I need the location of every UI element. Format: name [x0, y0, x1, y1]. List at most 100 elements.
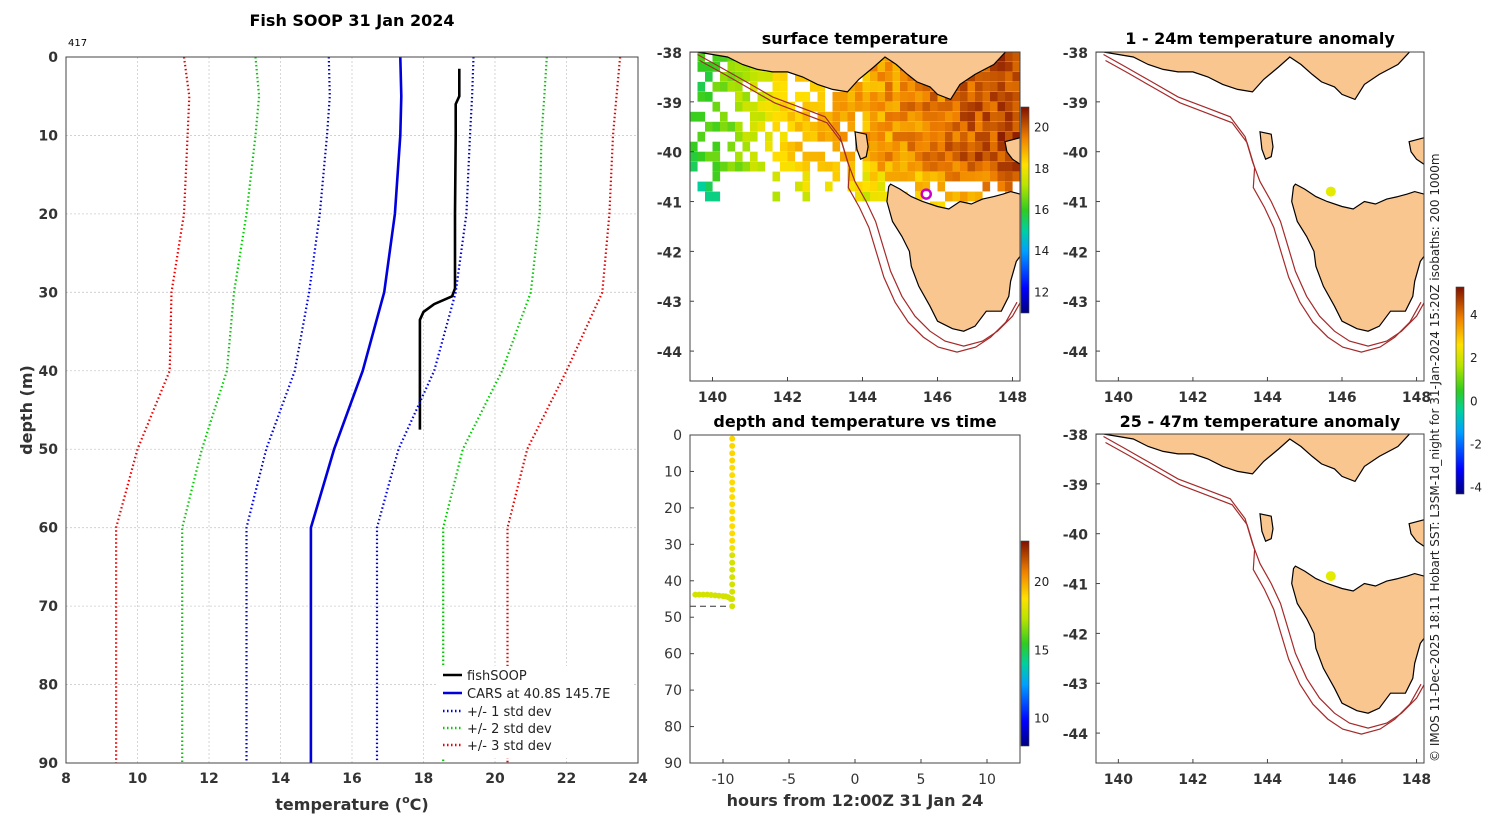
sst-cell — [697, 151, 706, 162]
sst-cell — [735, 91, 743, 102]
sst-cell — [810, 121, 818, 132]
sst-cell — [795, 181, 803, 192]
sst-cell — [1012, 121, 1020, 132]
sst-cell — [930, 121, 938, 132]
sst-cell — [727, 141, 736, 152]
sst-cell — [855, 191, 863, 202]
sst-cell — [952, 161, 961, 172]
depth-temp-point — [729, 494, 736, 500]
isobath-1000m — [699, 59, 1018, 353]
sst-cell — [967, 151, 976, 162]
sst-cell — [877, 131, 886, 142]
sst-cell — [900, 131, 908, 142]
sst-cell — [907, 111, 916, 122]
lat-tick-label: -39 — [1063, 478, 1088, 494]
sst-cell — [705, 62, 713, 72]
sst-cell — [892, 91, 901, 102]
sst-cell — [1005, 151, 1013, 162]
depth-time-points — [690, 435, 736, 610]
sst-cell — [847, 181, 856, 192]
lon-tick-label: 148 — [1402, 390, 1431, 406]
sst-cell — [945, 121, 953, 132]
sst-cell — [892, 171, 901, 182]
sst-cell — [975, 171, 983, 182]
sst-cell — [982, 81, 991, 92]
sst-cell — [870, 121, 878, 132]
sst-cell — [847, 161, 856, 172]
depth-tick-label: 60 — [664, 647, 682, 663]
sst-cell — [907, 81, 916, 92]
sst-cell — [832, 121, 841, 132]
sst-cell — [1012, 171, 1020, 182]
x-tick-label: 20 — [485, 771, 505, 787]
sst-cell — [855, 181, 863, 192]
lat-tick-label: -41 — [1063, 578, 1088, 594]
depth-tick-label: 50 — [664, 610, 682, 626]
depth-temp-point — [729, 508, 736, 515]
sst-cell — [960, 161, 968, 172]
profile-title: Fish SOOP 31 Jan 2024 — [250, 11, 455, 30]
sst-cell — [787, 101, 796, 112]
sst-cell — [892, 81, 901, 92]
sst-cell — [795, 91, 803, 102]
flinders-island — [1408, 137, 1424, 165]
sst-cell — [892, 62, 901, 72]
sst-cell — [870, 91, 878, 102]
sst-cell — [960, 191, 968, 202]
depth-temp-point — [729, 486, 736, 493]
sst-cell — [870, 151, 878, 162]
anomaly-bottom-map — [1096, 434, 1424, 763]
y-tick-label: 30 — [39, 285, 59, 301]
x-tick-label: 12 — [199, 771, 218, 787]
sst-cell — [975, 151, 983, 162]
sst-cell — [937, 201, 946, 212]
sst-cell — [907, 91, 916, 102]
anomaly-bottom-frame — [1095, 433, 1425, 764]
sst-cell — [982, 151, 991, 162]
sst-cell — [900, 91, 908, 102]
sst-cell — [877, 62, 886, 72]
lon-tick-label: 146 — [1327, 772, 1356, 788]
sst-cell — [900, 101, 908, 112]
sst-cell — [1012, 131, 1020, 142]
sst-cell — [990, 91, 998, 102]
y-tick-label: 50 — [39, 442, 59, 458]
sst-cell — [1012, 101, 1020, 112]
sst-cell — [855, 91, 863, 102]
y-tick-label: 80 — [39, 678, 59, 694]
sst-cell — [727, 161, 736, 172]
legend-label-1std: +/- 1 std dev — [467, 705, 552, 720]
sst-cell — [885, 171, 893, 182]
sst-cell — [877, 91, 886, 102]
sst-cell — [832, 161, 841, 172]
sst-cell — [862, 91, 871, 102]
sst-cell — [952, 121, 961, 132]
sst-cell — [712, 62, 721, 72]
x-tick-label: 24 — [628, 771, 648, 787]
lat-tick-label: -44 — [1063, 345, 1089, 361]
sst-cell — [930, 101, 938, 112]
series-line--2-std-dev — [181, 56, 261, 763]
series-line-band-3 — [375, 56, 475, 763]
sst-cell — [937, 151, 946, 162]
sst-cell — [870, 131, 878, 142]
sst-cell — [945, 151, 953, 162]
anomaly-bottom-land — [1096, 434, 1424, 735]
sst-cell — [862, 121, 871, 132]
sst-cell — [960, 91, 968, 102]
sst-cell — [735, 161, 743, 172]
sst-cell — [697, 81, 706, 92]
sst-cell — [705, 181, 713, 192]
sst-cell — [765, 111, 773, 122]
sst-colorbar-tick: 12 — [1034, 285, 1049, 299]
sst-cell — [870, 171, 878, 182]
depth-temp-point — [729, 566, 736, 573]
sst-cell — [870, 141, 878, 152]
depth-temp-point — [729, 537, 736, 544]
anomaly-colorbar-tick: 0 — [1470, 394, 1478, 408]
sst-cell — [990, 151, 998, 162]
sst-cell — [907, 151, 916, 162]
lon-tick-label: 142 — [773, 390, 802, 406]
sst-cell — [900, 81, 908, 92]
sst-cell — [877, 121, 886, 132]
